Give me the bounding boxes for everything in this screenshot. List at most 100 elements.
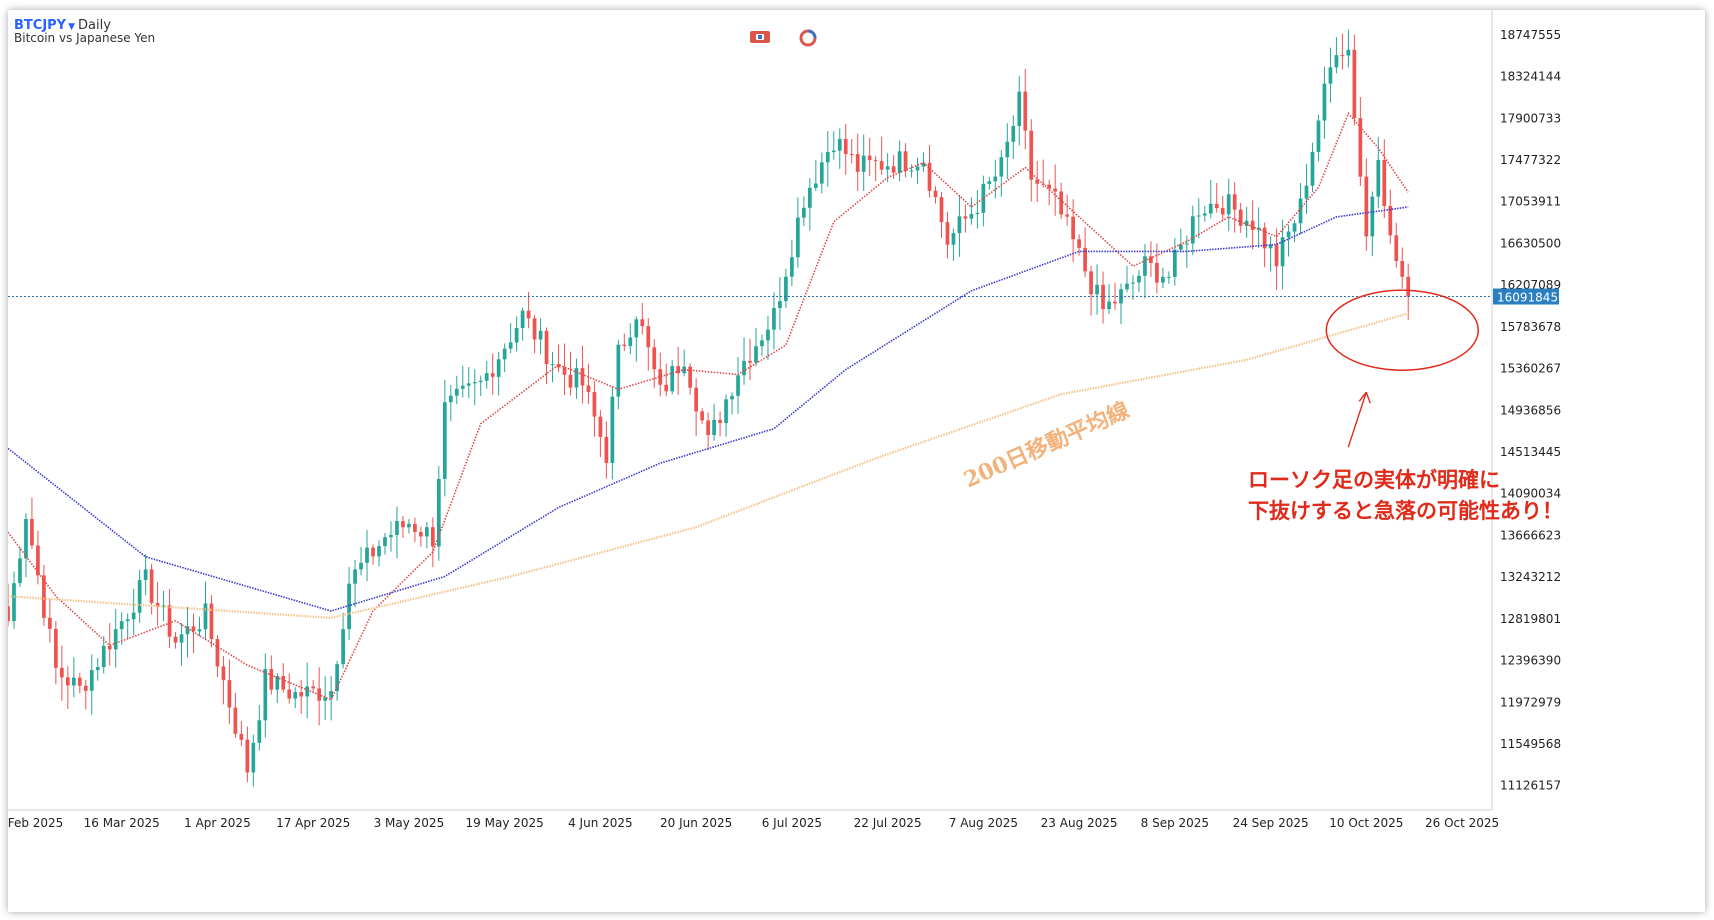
candle-body (215, 639, 220, 667)
candle-body (1370, 196, 1375, 237)
candle-body (125, 619, 130, 622)
symbol-header[interactable]: BTCJPY ▼ Daily (14, 14, 111, 33)
ma-short-line (8, 111, 1409, 701)
candle-body (993, 176, 998, 182)
candle-body (969, 213, 974, 219)
candle-body (1190, 216, 1195, 244)
candle-body (1172, 249, 1177, 277)
candle-body (1035, 179, 1040, 184)
y-tick-label: 11126157 (1500, 779, 1561, 793)
candle-body (1388, 205, 1393, 236)
annotation-arrowhead (1358, 391, 1371, 404)
chart-style-icon[interactable] (749, 29, 771, 45)
x-tick-label: 6 Jul 2025 (762, 816, 822, 830)
annotation-arrow (1347, 391, 1367, 448)
x-tick-label: 24 Sep 2025 (1233, 816, 1309, 830)
y-tick-label: 17900733 (1500, 111, 1561, 125)
x-tick-label: 26 Oct 2025 (1425, 816, 1499, 830)
candle-body (915, 166, 920, 171)
candle-body (155, 602, 160, 607)
candle-body (1286, 231, 1291, 238)
candle-body (640, 319, 645, 327)
chart-window: 18747555 18324144 17900733 17477322 17053911… (8, 10, 1705, 912)
candle-body (598, 416, 603, 437)
x-tick-label: 7 Aug 2025 (949, 816, 1018, 830)
candle-body (442, 402, 447, 479)
candle-body (257, 720, 262, 743)
current-price-value: 16091845 (1497, 291, 1558, 305)
candle-body (113, 629, 118, 650)
x-tick-label: 8 Sep 2025 (1141, 816, 1209, 830)
candle-body (119, 621, 124, 630)
candle-body (1178, 244, 1183, 250)
candle-body (778, 301, 782, 308)
candle-body (508, 342, 513, 349)
candle-body (221, 666, 226, 681)
candle-body (1161, 276, 1165, 283)
candle-body (197, 629, 202, 632)
chart-canvas[interactable]: 18747555 18324144 17900733 17477322 17053911… (8, 10, 1705, 912)
candle-body (161, 605, 166, 607)
candle-body (1292, 223, 1297, 232)
candle-body (89, 670, 94, 691)
candle-body (1220, 208, 1225, 215)
symbol-name[interactable]: BTCJPY (14, 18, 67, 33)
candle-body (813, 183, 818, 188)
candle-body (550, 364, 555, 366)
x-tick-label: 22 Jul 2025 (854, 816, 922, 830)
candle-body (107, 645, 112, 650)
indicator-ring-icon[interactable] (797, 29, 819, 47)
candle-body (1005, 141, 1010, 158)
candle-body (1089, 271, 1093, 295)
candle-body (879, 161, 884, 170)
symbol-dropdown-icon[interactable]: ▼ (68, 22, 76, 32)
candle-body (1304, 185, 1309, 199)
candle-body (347, 583, 351, 630)
candle-body (592, 392, 597, 417)
candle-body (538, 330, 543, 340)
highlight-ellipse (1325, 289, 1480, 371)
candle-body (436, 478, 441, 547)
x-tick-label: 16 Mar 2025 (84, 816, 160, 830)
candle-body (1298, 198, 1303, 224)
candle-body (628, 337, 633, 347)
candle-body (957, 216, 962, 234)
candle-body (1131, 282, 1135, 284)
candle-body (796, 217, 800, 258)
candle-body (407, 523, 411, 528)
candle-body (365, 547, 369, 563)
candle-body (670, 366, 675, 392)
candle-body (736, 375, 740, 396)
candle-body (1280, 237, 1285, 267)
y-tick-label: 16630500 (1500, 236, 1561, 250)
y-tick-label: 12819801 (1500, 612, 1561, 626)
candle-body (1059, 191, 1064, 215)
candle-body (413, 523, 417, 533)
candle-body (867, 155, 872, 161)
y-tick-label: 14936856 (1500, 403, 1561, 417)
candle-body (269, 669, 274, 690)
candle-body (1017, 91, 1022, 127)
candle-body (981, 184, 986, 213)
y-tick-label: 15783678 (1500, 320, 1561, 334)
candle-body (83, 685, 88, 691)
candle-body (1083, 247, 1087, 272)
candle-body (191, 626, 196, 632)
candle-body (1029, 130, 1034, 180)
candle-body (305, 686, 310, 697)
y-tick-label: 17053911 (1500, 195, 1561, 209)
candle-body (77, 677, 82, 686)
candle-body (520, 310, 525, 328)
x-tick-label: 10 Oct 2025 (1329, 816, 1403, 830)
timeframe-label[interactable]: Daily (78, 18, 111, 33)
annotation-text: ローソク足の実体が明確に 下抜けすると急落の可能性あり！ (1248, 467, 1563, 523)
candle-body (855, 154, 860, 172)
candle-body (742, 360, 746, 376)
candle-body (610, 396, 615, 463)
candle-body (275, 676, 280, 690)
y-tick-label: 13243212 (1500, 570, 1561, 584)
candle-body (419, 532, 423, 537)
candle-body (383, 537, 387, 547)
candle-body (353, 569, 357, 584)
candle-body (1196, 215, 1201, 217)
